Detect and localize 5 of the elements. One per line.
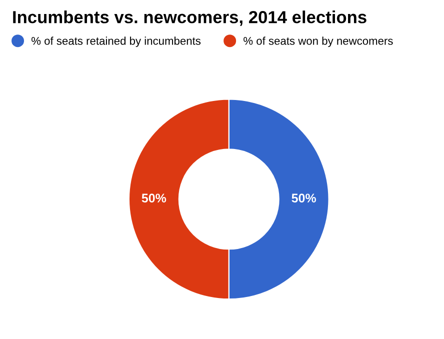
legend-label: % of seats won by newcomers <box>244 36 393 48</box>
data-label: 50% <box>142 194 166 203</box>
legend-label: % of seats retained by incumbents <box>32 36 201 48</box>
chart-title: Incumbents vs. newcomers, 2014 elections <box>13 10 366 26</box>
data-label: 50% <box>292 194 316 203</box>
